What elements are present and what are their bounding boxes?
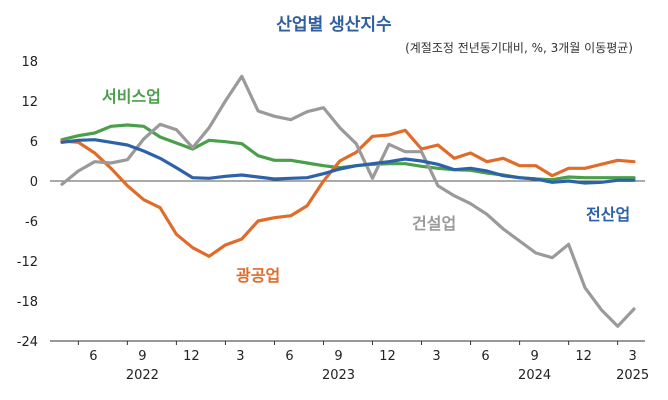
x-tick-label: 3 [432,349,440,364]
chart-title: 산업별 생산지수 [276,15,392,35]
x-tick-label: 9 [530,349,538,364]
series-lines [60,74,636,328]
x-axis: 6 9 12 3 6 9 12 3 6 9 12 3 2022 2023 2024 2025 [50,340,649,383]
x-year-label: 2023 [322,368,355,383]
y-tick-label: 12 [21,95,38,110]
x-tick-label: 6 [481,349,489,364]
x-tick-label: 9 [334,349,342,364]
chart-subtitle: (계절조정 전년동기대비, %, 3개월 이동평균) [405,41,633,55]
x-tick-label: 12 [183,349,200,364]
series-label-1: 서비스업 [102,87,161,106]
y-tick-label: 6 [30,135,38,150]
series-line-2 [60,128,636,258]
y-tick-label: -18 [17,295,38,310]
x-year-label: 2025 [616,368,649,383]
y-tick-label: -24 [17,335,38,350]
x-tick-label: 12 [575,349,592,364]
series-label-4: 전산업 [586,205,630,224]
y-axis: 18 12 6 0 -6 -12 -18 -24 [17,55,38,350]
y-tick-label: 0 [30,175,38,190]
y-tick-label: -6 [25,215,38,230]
x-tick-label: 6 [285,349,293,364]
x-year-label: 2022 [126,368,159,383]
series-label-3: 건설업 [412,214,456,233]
series-line-3 [60,74,636,328]
series-label-2: 광공업 [236,266,280,285]
x-tick-label: 9 [138,349,146,364]
x-tick-label: 3 [236,349,244,364]
y-tick-label: -12 [17,255,38,270]
x-tick-label: 3 [629,349,637,364]
series-line-4 [60,138,636,185]
y-tick-label: 18 [21,55,38,70]
x-tick-label: 6 [89,349,97,364]
x-tick-label: 12 [379,349,396,364]
x-year-label: 2024 [518,368,551,383]
